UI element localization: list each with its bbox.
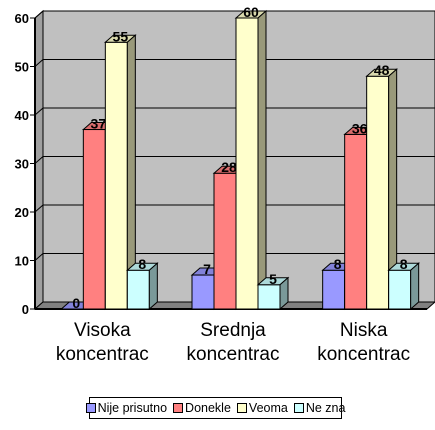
- x-tick-label-line: Srednja: [200, 320, 266, 341]
- bar-side: [257, 9, 267, 311]
- bar-front: [82, 129, 106, 310]
- legend-label: Veoma: [248, 401, 288, 415]
- data-label: 37: [91, 116, 107, 132]
- y-tick-label: 60: [15, 11, 29, 26]
- x-tick-label-line: Visoka: [74, 320, 131, 341]
- bar: [234, 9, 268, 311]
- data-label: 55: [113, 28, 129, 44]
- gridline: [34, 59, 435, 67]
- legend-label: Donekle: [185, 401, 231, 415]
- gridline: [34, 204, 435, 213]
- data-label: 8: [334, 256, 342, 272]
- legend-swatch: [293, 403, 304, 413]
- data-label: 7: [203, 261, 211, 277]
- bar-front: [213, 172, 237, 310]
- data-label: 0: [72, 295, 80, 311]
- x-tick-label-line: koncentrac: [187, 344, 280, 365]
- data-label: 28: [221, 159, 237, 175]
- bar-front: [388, 269, 412, 310]
- data-label: 60: [243, 4, 259, 20]
- data-label: 8: [138, 256, 146, 272]
- legend-label: Nije prisutno: [97, 401, 168, 415]
- bar-front: [344, 133, 368, 310]
- legend-item-veoma: Veoma: [236, 401, 288, 415]
- gridline: [34, 253, 435, 261]
- bar-front: [235, 17, 259, 310]
- y-tick-label: 40: [15, 108, 29, 123]
- y-tick-label: 10: [15, 254, 29, 269]
- y-tick-label: 30: [15, 157, 29, 172]
- y-tick-label: 0: [22, 302, 29, 317]
- bar: [104, 34, 137, 311]
- bar-front: [126, 269, 150, 310]
- data-label: 36: [352, 120, 368, 136]
- bar-front: [322, 269, 346, 310]
- data-label: 5: [269, 271, 277, 287]
- x-tick-label: Niska koncentrac: [317, 320, 410, 365]
- bar: [387, 262, 420, 311]
- legend-swatch: [85, 403, 96, 413]
- gridline: [34, 156, 435, 164]
- y-tick-label: 50: [15, 60, 29, 75]
- legend-swatch: [173, 403, 184, 413]
- legend-swatch: [236, 403, 247, 413]
- bar-front: [257, 284, 281, 310]
- x-tick-label: Srednja koncentrac: [187, 320, 280, 365]
- legend-label: Ne zna: [305, 401, 346, 415]
- bar: [126, 262, 159, 311]
- bar-front: [366, 75, 390, 310]
- bar: [256, 276, 290, 311]
- x-tick-label-line: Niska: [340, 320, 388, 341]
- bar-side: [410, 262, 420, 311]
- bar-side: [148, 262, 158, 311]
- bar-side: [279, 276, 289, 311]
- legend-item-nije-prisutno: Nije prisutno: [85, 401, 168, 415]
- gridline: [34, 107, 435, 116]
- legend-item-donekle: Donekle: [173, 401, 231, 415]
- bar-front: [104, 41, 128, 310]
- y-tick-label: 20: [15, 205, 29, 220]
- gridline: [34, 10, 435, 19]
- legend: Nije prisutno Donekle Veoma Ne zna: [85, 397, 345, 419]
- bar-front: [191, 274, 215, 310]
- data-label: 48: [374, 62, 390, 78]
- x-tick-label-line: koncentrac: [56, 344, 149, 365]
- x-tick-label-line: koncentrac: [317, 344, 410, 365]
- legend-item-ne-zna: Ne zna: [293, 401, 346, 415]
- data-label: 8: [400, 256, 408, 272]
- x-tick-label: Visoka koncentrac: [56, 320, 149, 365]
